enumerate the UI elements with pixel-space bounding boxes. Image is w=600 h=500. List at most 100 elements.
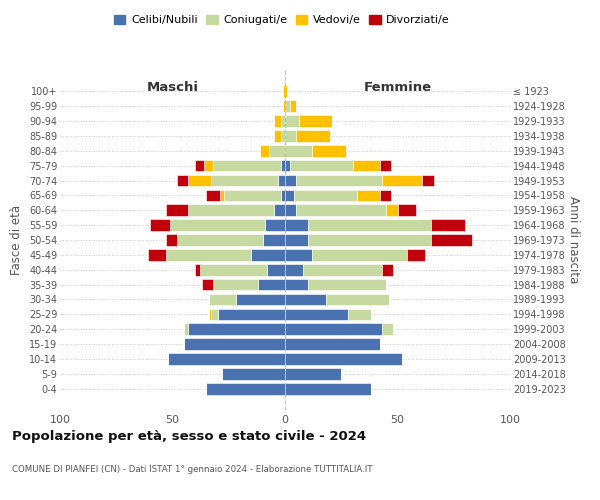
Bar bbox=[235, 294, 285, 306]
Bar bbox=[166, 249, 251, 260]
Bar bbox=[204, 160, 213, 172]
Bar bbox=[283, 100, 285, 112]
Bar bbox=[285, 308, 348, 320]
Bar bbox=[274, 204, 285, 216]
Bar bbox=[188, 174, 211, 186]
Bar bbox=[348, 308, 371, 320]
Bar bbox=[281, 115, 285, 127]
Bar bbox=[285, 353, 402, 365]
Bar bbox=[285, 383, 371, 394]
Text: Femmine: Femmine bbox=[364, 81, 431, 94]
Bar bbox=[188, 204, 274, 216]
Bar bbox=[166, 234, 177, 246]
Bar bbox=[206, 383, 285, 394]
Bar bbox=[285, 115, 299, 127]
Bar bbox=[296, 204, 386, 216]
Bar bbox=[220, 190, 224, 201]
Bar bbox=[184, 324, 188, 335]
Bar bbox=[211, 308, 218, 320]
Y-axis label: Anni di nascita: Anni di nascita bbox=[566, 196, 580, 284]
Legend: Celibi/Nubili, Coniugati/e, Vedovi/e, Divorziati/e: Celibi/Nubili, Coniugati/e, Vedovi/e, Di… bbox=[110, 10, 454, 30]
Bar bbox=[265, 220, 285, 231]
Bar bbox=[285, 204, 296, 216]
Bar bbox=[285, 86, 287, 97]
Bar bbox=[285, 220, 308, 231]
Bar bbox=[168, 353, 285, 365]
Text: Maschi: Maschi bbox=[146, 81, 199, 94]
Bar bbox=[386, 204, 398, 216]
Bar bbox=[285, 368, 341, 380]
Bar bbox=[206, 190, 220, 201]
Bar bbox=[188, 324, 285, 335]
Bar bbox=[281, 130, 285, 141]
Bar bbox=[199, 264, 267, 276]
Bar bbox=[150, 220, 170, 231]
Bar bbox=[269, 145, 285, 156]
Bar bbox=[285, 338, 380, 350]
Text: Popolazione per età, sesso e stato civile - 2024: Popolazione per età, sesso e stato civil… bbox=[12, 430, 366, 443]
Bar bbox=[148, 249, 166, 260]
Bar bbox=[303, 264, 382, 276]
Bar bbox=[285, 264, 303, 276]
Bar bbox=[285, 249, 312, 260]
Bar bbox=[407, 249, 425, 260]
Bar bbox=[353, 160, 380, 172]
Bar bbox=[380, 160, 391, 172]
Bar bbox=[213, 160, 281, 172]
Bar bbox=[251, 249, 285, 260]
Y-axis label: Fasce di età: Fasce di età bbox=[10, 205, 23, 275]
Bar bbox=[213, 279, 258, 290]
Bar bbox=[211, 174, 278, 186]
Bar bbox=[285, 100, 290, 112]
Bar bbox=[224, 190, 281, 201]
Bar bbox=[195, 160, 204, 172]
Bar bbox=[209, 308, 211, 320]
Bar bbox=[177, 234, 263, 246]
Bar bbox=[308, 279, 386, 290]
Bar bbox=[267, 264, 285, 276]
Bar bbox=[382, 174, 422, 186]
Bar bbox=[285, 190, 294, 201]
Bar bbox=[283, 86, 285, 97]
Bar bbox=[285, 294, 325, 306]
Bar bbox=[281, 160, 285, 172]
Bar bbox=[431, 234, 472, 246]
Bar bbox=[312, 145, 346, 156]
Bar bbox=[422, 174, 433, 186]
Bar bbox=[285, 145, 312, 156]
Bar bbox=[166, 204, 188, 216]
Bar bbox=[285, 234, 308, 246]
Bar bbox=[431, 220, 465, 231]
Bar bbox=[209, 294, 235, 306]
Bar bbox=[278, 174, 285, 186]
Bar bbox=[285, 130, 296, 141]
Bar bbox=[296, 130, 330, 141]
Bar bbox=[218, 308, 285, 320]
Bar bbox=[260, 145, 269, 156]
Text: COMUNE DI PIANFEI (CN) - Dati ISTAT 1° gennaio 2024 - Elaborazione TUTTITALIA.IT: COMUNE DI PIANFEI (CN) - Dati ISTAT 1° g… bbox=[12, 465, 373, 474]
Bar bbox=[382, 324, 393, 335]
Bar bbox=[312, 249, 407, 260]
Bar bbox=[274, 115, 281, 127]
Bar bbox=[296, 174, 382, 186]
Bar bbox=[308, 234, 431, 246]
Bar bbox=[299, 115, 332, 127]
Bar bbox=[398, 204, 415, 216]
Bar bbox=[274, 130, 281, 141]
Bar bbox=[325, 294, 389, 306]
Bar bbox=[263, 234, 285, 246]
Bar bbox=[308, 220, 431, 231]
Bar bbox=[222, 368, 285, 380]
Bar bbox=[184, 338, 285, 350]
Bar bbox=[294, 190, 357, 201]
Bar bbox=[285, 174, 296, 186]
Bar bbox=[195, 264, 199, 276]
Bar bbox=[290, 160, 353, 172]
Bar bbox=[285, 324, 382, 335]
Bar bbox=[170, 220, 265, 231]
Bar bbox=[285, 160, 290, 172]
Bar bbox=[281, 190, 285, 201]
Bar bbox=[177, 174, 188, 186]
Bar bbox=[380, 190, 391, 201]
Bar bbox=[357, 190, 380, 201]
